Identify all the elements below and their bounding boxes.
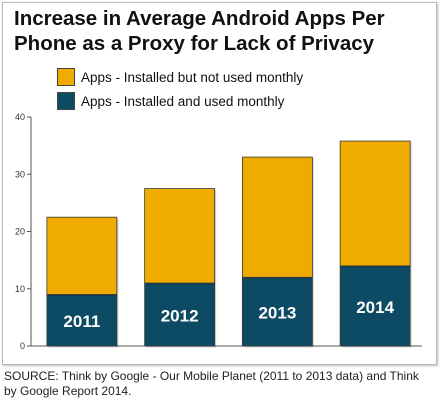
legend-swatch-used bbox=[57, 92, 75, 110]
y-tick-label: 30 bbox=[15, 169, 25, 179]
bar-segment bbox=[144, 282, 216, 347]
y-tick-label: 0 bbox=[20, 341, 25, 351]
legend-label-not-used: Apps - Installed but not used monthly bbox=[81, 69, 304, 85]
title-line-1: Increase in Average Android Apps Per bbox=[14, 7, 385, 30]
source-note: SOURCE: Think by Google - Our Mobile Pla… bbox=[4, 369, 419, 398]
y-tick-label: 20 bbox=[15, 227, 25, 237]
legend-swatch-not-used bbox=[57, 68, 75, 86]
title-line-2: Phone as a Proxy for Lack of Privacy bbox=[14, 32, 375, 55]
bar-segment bbox=[339, 140, 411, 267]
bar-segment bbox=[46, 216, 118, 295]
bar-segment bbox=[339, 265, 411, 347]
legend-label-used: Apps - Installed and used monthly bbox=[81, 93, 285, 109]
y-tick-label: 40 bbox=[15, 112, 25, 122]
bar-category-label: 2014 bbox=[356, 298, 394, 317]
legend: Apps - Installed but not used monthly Ap… bbox=[57, 67, 303, 115]
bar-category-label: 2011 bbox=[63, 312, 100, 331]
legend-item-not-used: Apps - Installed but not used monthly bbox=[57, 67, 303, 87]
y-tick-label: 10 bbox=[15, 284, 25, 294]
legend-item-used: Apps - Installed and used monthly bbox=[57, 91, 303, 111]
bar-segment bbox=[241, 276, 313, 347]
bar-segment bbox=[144, 188, 216, 284]
bar-segment bbox=[241, 156, 313, 278]
bar-category-label: 2012 bbox=[161, 307, 199, 326]
bar-segment bbox=[46, 294, 118, 347]
chart-title: Increase in Average Android Apps Per Pho… bbox=[14, 6, 434, 56]
bar-category-label: 2013 bbox=[258, 304, 296, 323]
